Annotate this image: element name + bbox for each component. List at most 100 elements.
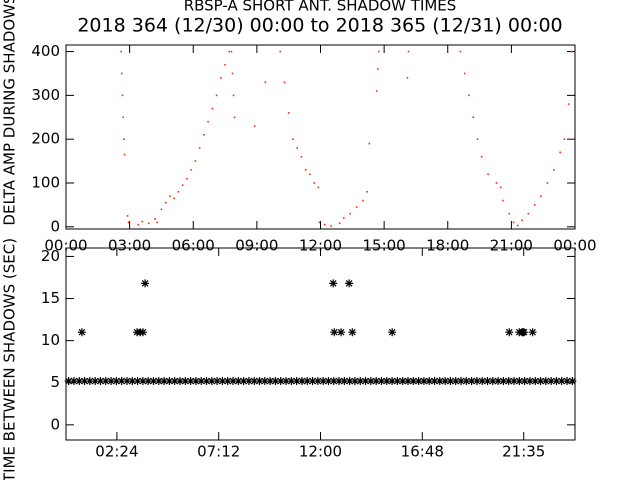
y-tick-label: 5 — [50, 373, 60, 391]
point — [175, 377, 184, 386]
point — [462, 377, 471, 386]
point — [318, 221, 321, 224]
point — [520, 377, 529, 386]
point — [122, 116, 125, 119]
point — [69, 377, 78, 386]
point — [149, 377, 158, 386]
point — [508, 212, 511, 215]
point — [414, 377, 423, 386]
point — [218, 377, 227, 386]
point — [160, 208, 163, 211]
point — [181, 377, 190, 386]
point — [515, 377, 524, 386]
point — [559, 151, 561, 154]
point — [317, 186, 320, 189]
point — [228, 50, 231, 53]
point — [107, 377, 116, 386]
point — [126, 215, 129, 217]
point — [571, 50, 573, 53]
point — [472, 116, 474, 119]
point — [138, 328, 147, 337]
x-tick-label: 12:00 — [299, 443, 342, 461]
point — [160, 377, 169, 386]
point — [202, 377, 211, 386]
point — [75, 377, 84, 386]
point — [435, 377, 444, 386]
point — [169, 195, 171, 197]
point — [403, 377, 412, 386]
point — [250, 377, 259, 386]
point — [211, 107, 214, 110]
point — [313, 377, 322, 386]
point — [122, 377, 131, 386]
point — [338, 222, 341, 225]
point — [340, 377, 349, 386]
x-tick-label: 16:48 — [401, 443, 444, 461]
point — [406, 77, 409, 79]
point — [190, 169, 192, 171]
x-tick-label: 21:00 — [490, 237, 533, 255]
point — [407, 50, 410, 53]
point — [198, 147, 201, 149]
y-tick-label: 400 — [31, 42, 60, 60]
point — [292, 377, 301, 386]
point — [568, 377, 577, 386]
point — [207, 120, 209, 123]
point — [144, 377, 153, 386]
point — [499, 186, 502, 189]
point — [567, 103, 570, 105]
point — [96, 377, 105, 386]
point — [343, 217, 345, 219]
point — [164, 201, 167, 204]
point — [521, 219, 523, 222]
y-axis-label: DELTA AMP DURING SHADOWS — [1, 0, 19, 226]
point — [220, 77, 222, 79]
point — [398, 377, 407, 386]
point — [468, 94, 470, 97]
point — [463, 72, 466, 75]
point — [425, 377, 434, 386]
x-tick-label: 21:35 — [502, 443, 545, 461]
y-tick-label: 300 — [31, 86, 60, 104]
point — [483, 377, 492, 386]
point — [345, 377, 354, 386]
point — [173, 197, 175, 200]
point — [287, 377, 296, 386]
point — [366, 190, 368, 193]
point — [335, 377, 344, 386]
point — [502, 199, 504, 202]
point — [186, 177, 188, 180]
point — [330, 328, 339, 337]
point — [388, 328, 397, 337]
point — [319, 377, 328, 386]
point — [520, 328, 529, 337]
point — [156, 221, 158, 224]
point — [313, 182, 315, 184]
point — [120, 50, 122, 53]
y-tick-label: 0 — [50, 217, 60, 235]
point — [527, 212, 530, 215]
point — [329, 279, 338, 288]
point — [141, 220, 144, 223]
point — [154, 218, 156, 220]
point — [504, 377, 513, 386]
point — [133, 377, 142, 386]
point — [138, 377, 147, 386]
point — [123, 153, 126, 156]
plot-frame — [65, 44, 576, 230]
point — [459, 50, 462, 53]
point — [177, 190, 180, 193]
point — [147, 222, 150, 225]
point — [375, 90, 378, 92]
x-tick-label: 18:00 — [426, 237, 469, 255]
point — [181, 184, 184, 186]
point — [446, 377, 455, 386]
point — [494, 377, 503, 386]
point — [80, 377, 89, 386]
point — [309, 173, 311, 176]
point — [215, 94, 218, 97]
point — [64, 377, 73, 386]
points — [64, 279, 577, 386]
point — [232, 94, 235, 97]
point — [557, 377, 566, 386]
